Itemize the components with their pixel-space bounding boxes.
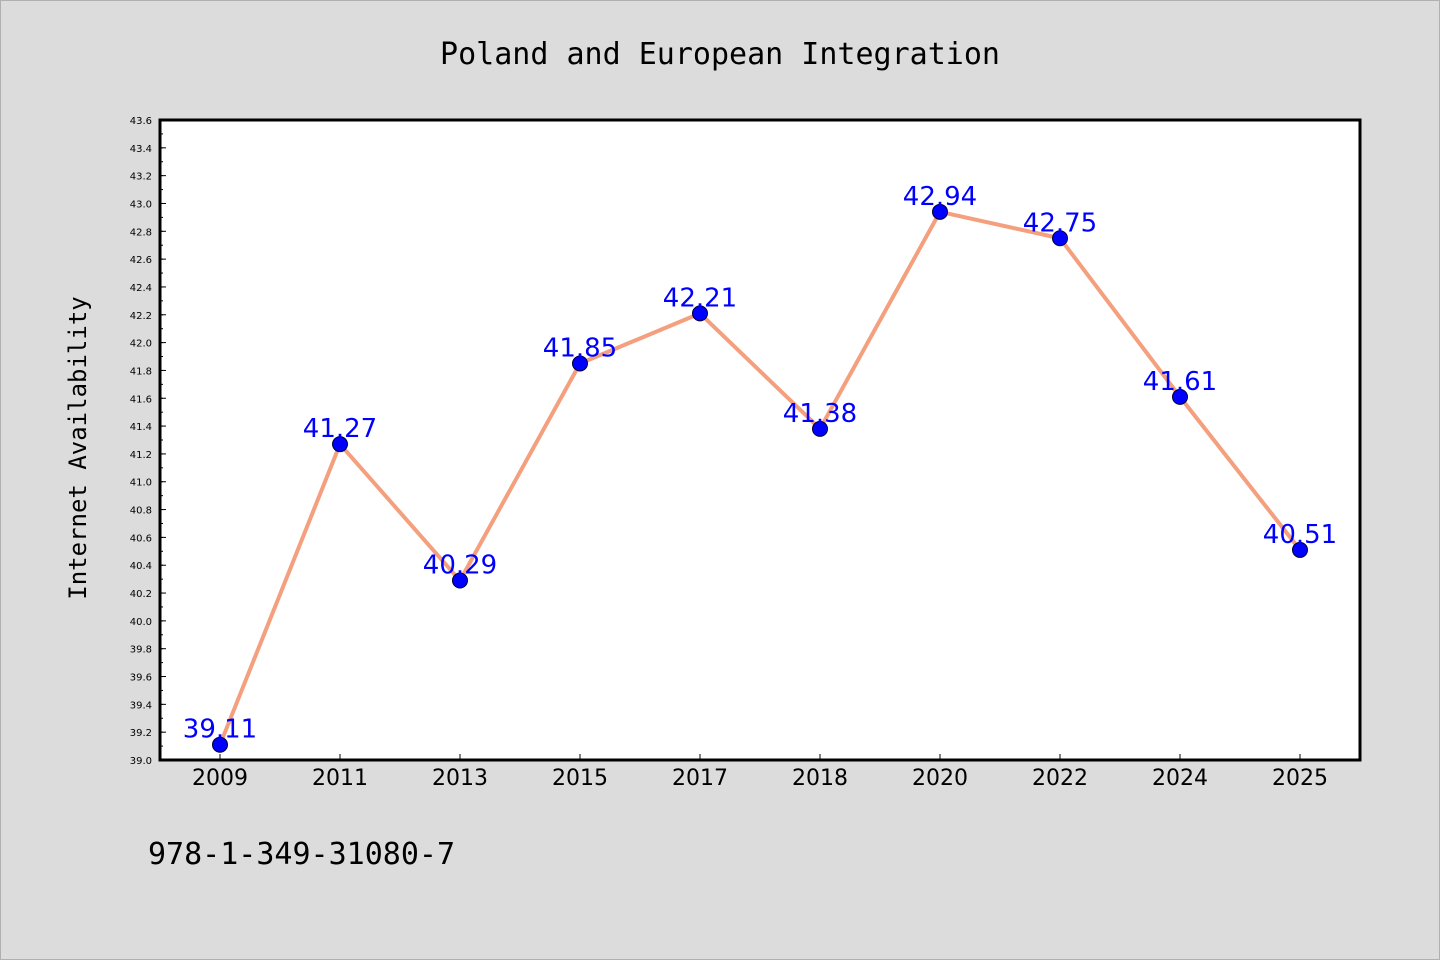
y-tick-label: 42.6 bbox=[130, 255, 152, 266]
y-tick-label: 39.0 bbox=[130, 756, 152, 767]
y-tick-label: 43.6 bbox=[130, 116, 152, 127]
y-tick-label: 40.4 bbox=[130, 561, 152, 572]
data-point bbox=[572, 355, 588, 372]
y-tick-label: 40.2 bbox=[130, 589, 152, 600]
y-tick-label: 41.2 bbox=[130, 450, 152, 461]
data-label: 41.85 bbox=[543, 333, 617, 363]
x-tick-label: 2025 bbox=[1272, 766, 1328, 791]
y-tick-label: 41.0 bbox=[130, 478, 152, 489]
data-point bbox=[1052, 230, 1068, 247]
data-point bbox=[212, 736, 228, 753]
x-tick-label: 2015 bbox=[552, 766, 608, 791]
y-tick-label: 40.6 bbox=[130, 533, 152, 544]
y-tick-label: 42.0 bbox=[130, 339, 152, 350]
y-tick-label: 40.0 bbox=[130, 617, 152, 628]
data-point bbox=[332, 436, 348, 453]
y-tick-label: 42.4 bbox=[130, 283, 152, 294]
y-tick-label: 39.2 bbox=[130, 728, 152, 739]
data-point bbox=[692, 305, 708, 322]
data-label: 40.29 bbox=[423, 551, 497, 581]
y-axis: 39.0 39.2 39.4 39.6 39.8 40.0 40.2 40.4 40.6 40.8… bbox=[130, 116, 166, 767]
y-tick-label: 39.6 bbox=[130, 673, 152, 684]
x-axis: 2009 2011 2013 2015 2017 2018 2020 2022 2024 2025 bbox=[192, 754, 1328, 791]
x-tick-label: 2009 bbox=[192, 766, 248, 791]
x-tick-label: 2020 bbox=[912, 766, 968, 791]
y-tick-label: 42.2 bbox=[130, 311, 152, 322]
series-line-group bbox=[218, 209, 1302, 746]
y-tick-label: 41.8 bbox=[130, 366, 152, 377]
data-point bbox=[1292, 541, 1308, 558]
x-tick-label: 2017 bbox=[672, 766, 728, 791]
x-tick-label: 2024 bbox=[1152, 766, 1208, 791]
y-tick-label: 43.0 bbox=[130, 199, 152, 210]
data-label: 41.61 bbox=[1143, 367, 1217, 397]
x-tick-label: 2013 bbox=[432, 766, 488, 791]
data-label: 39.11 bbox=[183, 715, 257, 745]
y-tick-label: 41.4 bbox=[130, 422, 152, 433]
y-axis-label: Internet Availability bbox=[64, 296, 92, 599]
y-tick-label: 41.6 bbox=[130, 394, 152, 405]
y-tick-label: 39.8 bbox=[130, 645, 152, 656]
data-point bbox=[932, 203, 948, 220]
y-tick-label: 39.4 bbox=[130, 700, 152, 711]
data-label: 41.38 bbox=[783, 399, 857, 429]
plot-area bbox=[158, 118, 1362, 762]
data-labels: 39.11 41.27 40.29 41.85 42.21 41.38 42.94 42.75… bbox=[183, 182, 1337, 745]
y-tick-label: 43.2 bbox=[130, 172, 152, 183]
y-tick-label: 40.8 bbox=[130, 506, 152, 517]
y-tick-label: 43.4 bbox=[130, 144, 152, 155]
data-label: 42.75 bbox=[1023, 208, 1097, 238]
data-label: 42.21 bbox=[663, 283, 737, 313]
data-label: 40.51 bbox=[1263, 520, 1337, 550]
series-markers bbox=[212, 203, 1308, 753]
data-label: 42.94 bbox=[903, 182, 977, 212]
y-tick-label: 42.8 bbox=[130, 227, 152, 238]
x-tick-label: 2022 bbox=[1032, 766, 1088, 791]
chart-title: Poland and European Integration bbox=[440, 37, 1000, 72]
x-tick-label: 2011 bbox=[312, 766, 368, 791]
data-label: 41.27 bbox=[303, 414, 377, 444]
x-tick-label: 2018 bbox=[792, 766, 848, 791]
data-point bbox=[812, 420, 828, 437]
series-line bbox=[218, 209, 1302, 746]
data-point bbox=[1172, 388, 1188, 405]
data-point bbox=[452, 572, 468, 589]
isbn-text: 978-1-349-31080-7 bbox=[148, 837, 455, 872]
